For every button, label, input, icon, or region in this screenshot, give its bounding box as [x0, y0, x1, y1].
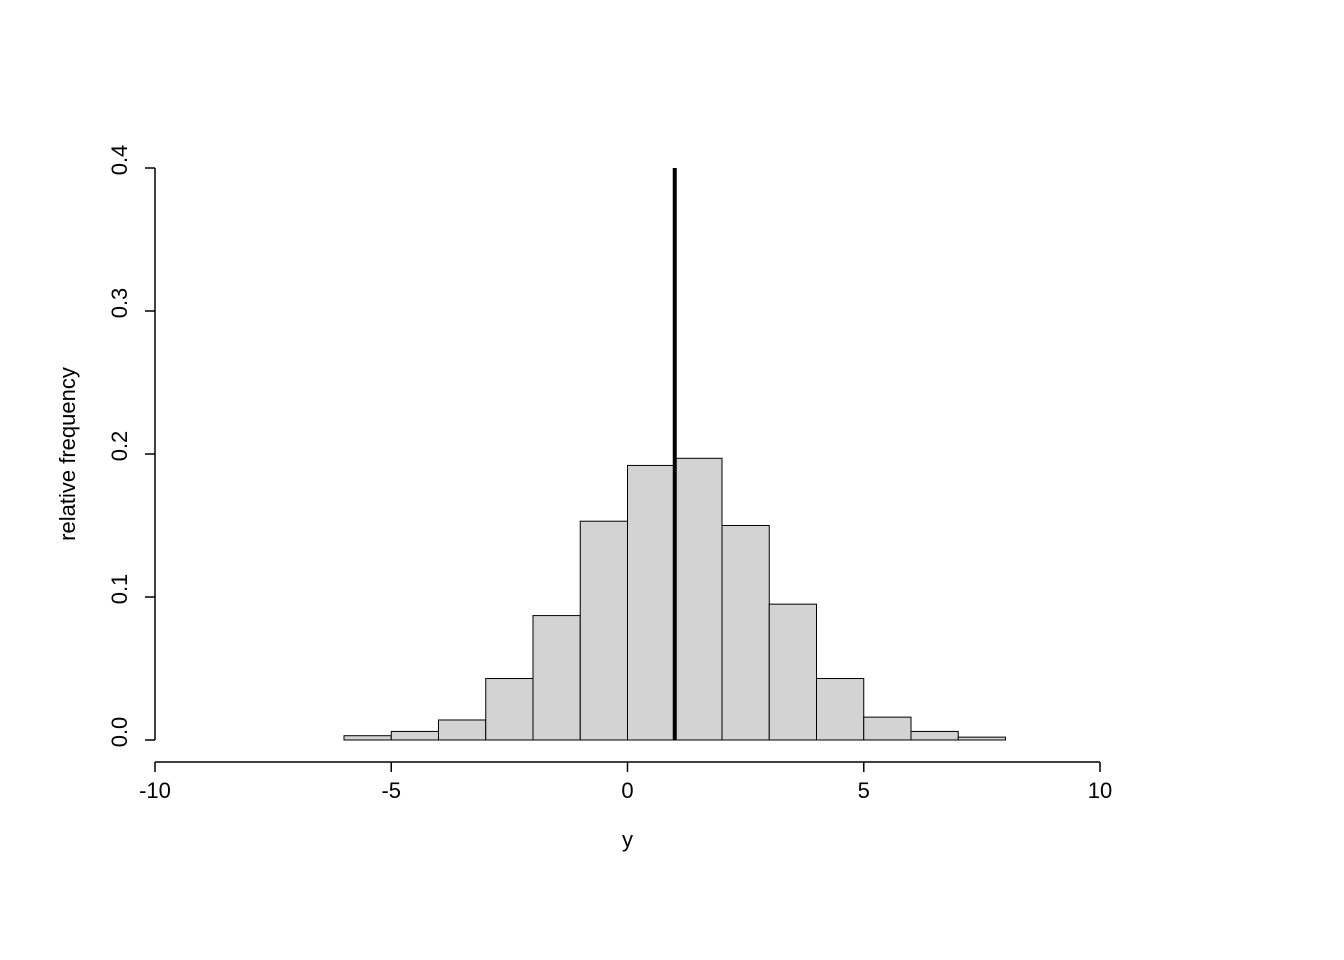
- histogram-bar: [864, 717, 911, 740]
- x-tick-label: -5: [381, 778, 401, 803]
- histogram-bar: [628, 465, 675, 740]
- y-tick-label: 0.1: [107, 574, 132, 605]
- y-tick-label: 0.4: [107, 145, 132, 176]
- x-axis: -10 -5 0 5 10: [139, 762, 1112, 803]
- y-axis: 0.0 0.1 0.2 0.3 0.4: [107, 145, 155, 748]
- x-tick-label: 0: [621, 778, 633, 803]
- histogram-bar: [486, 679, 533, 740]
- x-axis-label: y: [622, 827, 633, 852]
- chart-svg: -10 -5 0 5 10 y 0.0 0.1 0.2 0.3 0.4 relative freque…: [0, 0, 1344, 960]
- histogram-bar: [344, 736, 391, 740]
- histogram-bar: [722, 526, 769, 741]
- histogram-bar: [958, 737, 1005, 740]
- y-tick-label: 0.0: [107, 717, 132, 748]
- x-tick-label: 5: [858, 778, 870, 803]
- histogram-chart: -10 -5 0 5 10 y 0.0 0.1 0.2 0.3 0.4 relative freque…: [0, 0, 1344, 960]
- histogram-bar: [675, 458, 722, 740]
- histogram-bar: [439, 720, 486, 740]
- y-tick-label: 0.2: [107, 431, 132, 462]
- histogram-bar: [911, 731, 958, 740]
- x-tick-label: 10: [1088, 778, 1112, 803]
- y-tick-label: 0.3: [107, 288, 132, 319]
- histogram-bar: [817, 679, 864, 740]
- histogram-bar: [769, 604, 816, 740]
- histogram-bar: [533, 616, 580, 740]
- histogram-bar: [391, 731, 438, 740]
- x-tick-label: -10: [139, 778, 171, 803]
- histogram-bar: [580, 521, 627, 740]
- y-axis-label: relative frequency: [55, 367, 80, 541]
